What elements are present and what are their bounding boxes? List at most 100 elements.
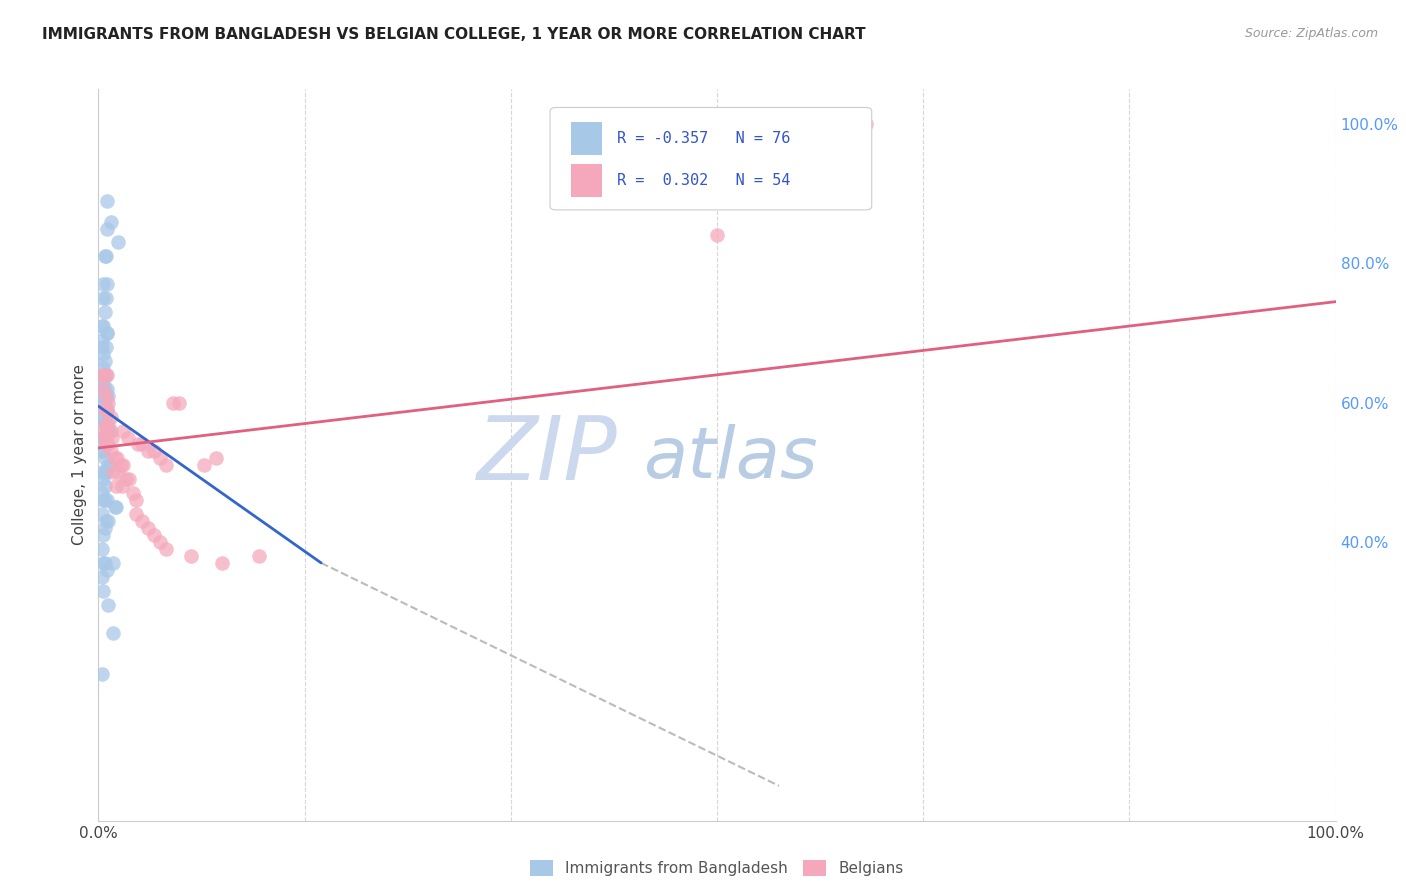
Point [97, 458, 120, 473]
Point [136, 521, 159, 535]
Point [91, 368, 114, 382]
Point [91, 375, 114, 389]
Point [91, 333, 114, 347]
Point [112, 458, 135, 473]
FancyBboxPatch shape [550, 108, 872, 210]
Point [93, 360, 115, 375]
Point [93, 305, 115, 319]
Point [93, 444, 115, 458]
Point [93, 451, 115, 466]
Point [94, 340, 117, 354]
Point [117, 430, 139, 444]
Point [97, 424, 120, 438]
Point [91, 541, 114, 556]
Point [131, 514, 153, 528]
Point [103, 556, 125, 570]
Point [98, 424, 121, 438]
Point [93, 354, 115, 368]
Point [94, 368, 117, 382]
Point [94, 417, 117, 431]
Point [93, 291, 115, 305]
Point [93, 521, 115, 535]
Point [94, 437, 117, 451]
Point [96, 563, 118, 577]
Point [103, 451, 125, 466]
Point [91, 570, 114, 584]
Point [96, 424, 118, 438]
Point [93, 556, 115, 570]
Point [97, 598, 120, 612]
Point [93, 319, 115, 334]
Point [193, 458, 215, 473]
Point [96, 402, 118, 417]
Point [98, 458, 121, 473]
Point [94, 437, 117, 451]
Point [93, 277, 115, 292]
Point [149, 535, 172, 549]
Point [112, 424, 135, 438]
Point [104, 500, 127, 515]
Point [93, 368, 115, 382]
Point [149, 451, 172, 466]
Point [96, 402, 118, 417]
Point [93, 493, 115, 508]
Point [91, 389, 114, 403]
Point [100, 424, 122, 438]
Point [96, 277, 118, 292]
Text: atlas: atlas [643, 424, 817, 493]
Point [111, 479, 134, 493]
Point [93, 382, 115, 396]
Point [93, 528, 115, 542]
Text: ZIP: ZIP [477, 412, 619, 498]
Point [103, 625, 125, 640]
Point [97, 437, 120, 451]
Point [136, 444, 159, 458]
Point [162, 395, 184, 409]
Point [127, 437, 149, 451]
Point [91, 340, 114, 354]
Point [107, 235, 129, 250]
Point [93, 347, 115, 361]
Point [96, 382, 118, 396]
Point [93, 409, 115, 424]
Point [110, 458, 132, 473]
Point [93, 493, 115, 508]
Point [100, 409, 122, 424]
Point [100, 444, 122, 458]
Point [97, 389, 120, 403]
Point [107, 466, 129, 480]
Point [167, 395, 190, 409]
Point [124, 507, 146, 521]
Point [94, 402, 117, 417]
Point [96, 326, 118, 340]
Text: Source: ZipAtlas.com: Source: ZipAtlas.com [1244, 27, 1378, 40]
Point [93, 479, 115, 493]
Point [122, 486, 145, 500]
Point [93, 430, 115, 444]
Point [93, 382, 115, 396]
Point [94, 514, 117, 528]
Point [124, 493, 146, 508]
Point [118, 472, 141, 486]
Point [91, 319, 114, 334]
Point [93, 583, 115, 598]
Legend: Immigrants from Bangladesh, Belgians: Immigrants from Bangladesh, Belgians [524, 855, 910, 882]
Point [93, 556, 115, 570]
Point [91, 507, 114, 521]
Point [91, 466, 114, 480]
Y-axis label: College, 1 year or more: College, 1 year or more [72, 365, 87, 545]
Point [131, 437, 153, 451]
Point [93, 466, 115, 480]
Point [96, 493, 118, 508]
Point [93, 417, 115, 431]
Point [105, 451, 128, 466]
Point [96, 326, 118, 340]
Point [155, 541, 177, 556]
Point [205, 451, 228, 466]
Point [93, 395, 115, 409]
Point [91, 667, 114, 681]
Point [94, 466, 117, 480]
Point [93, 424, 115, 438]
Point [93, 402, 115, 417]
Point [180, 549, 202, 563]
